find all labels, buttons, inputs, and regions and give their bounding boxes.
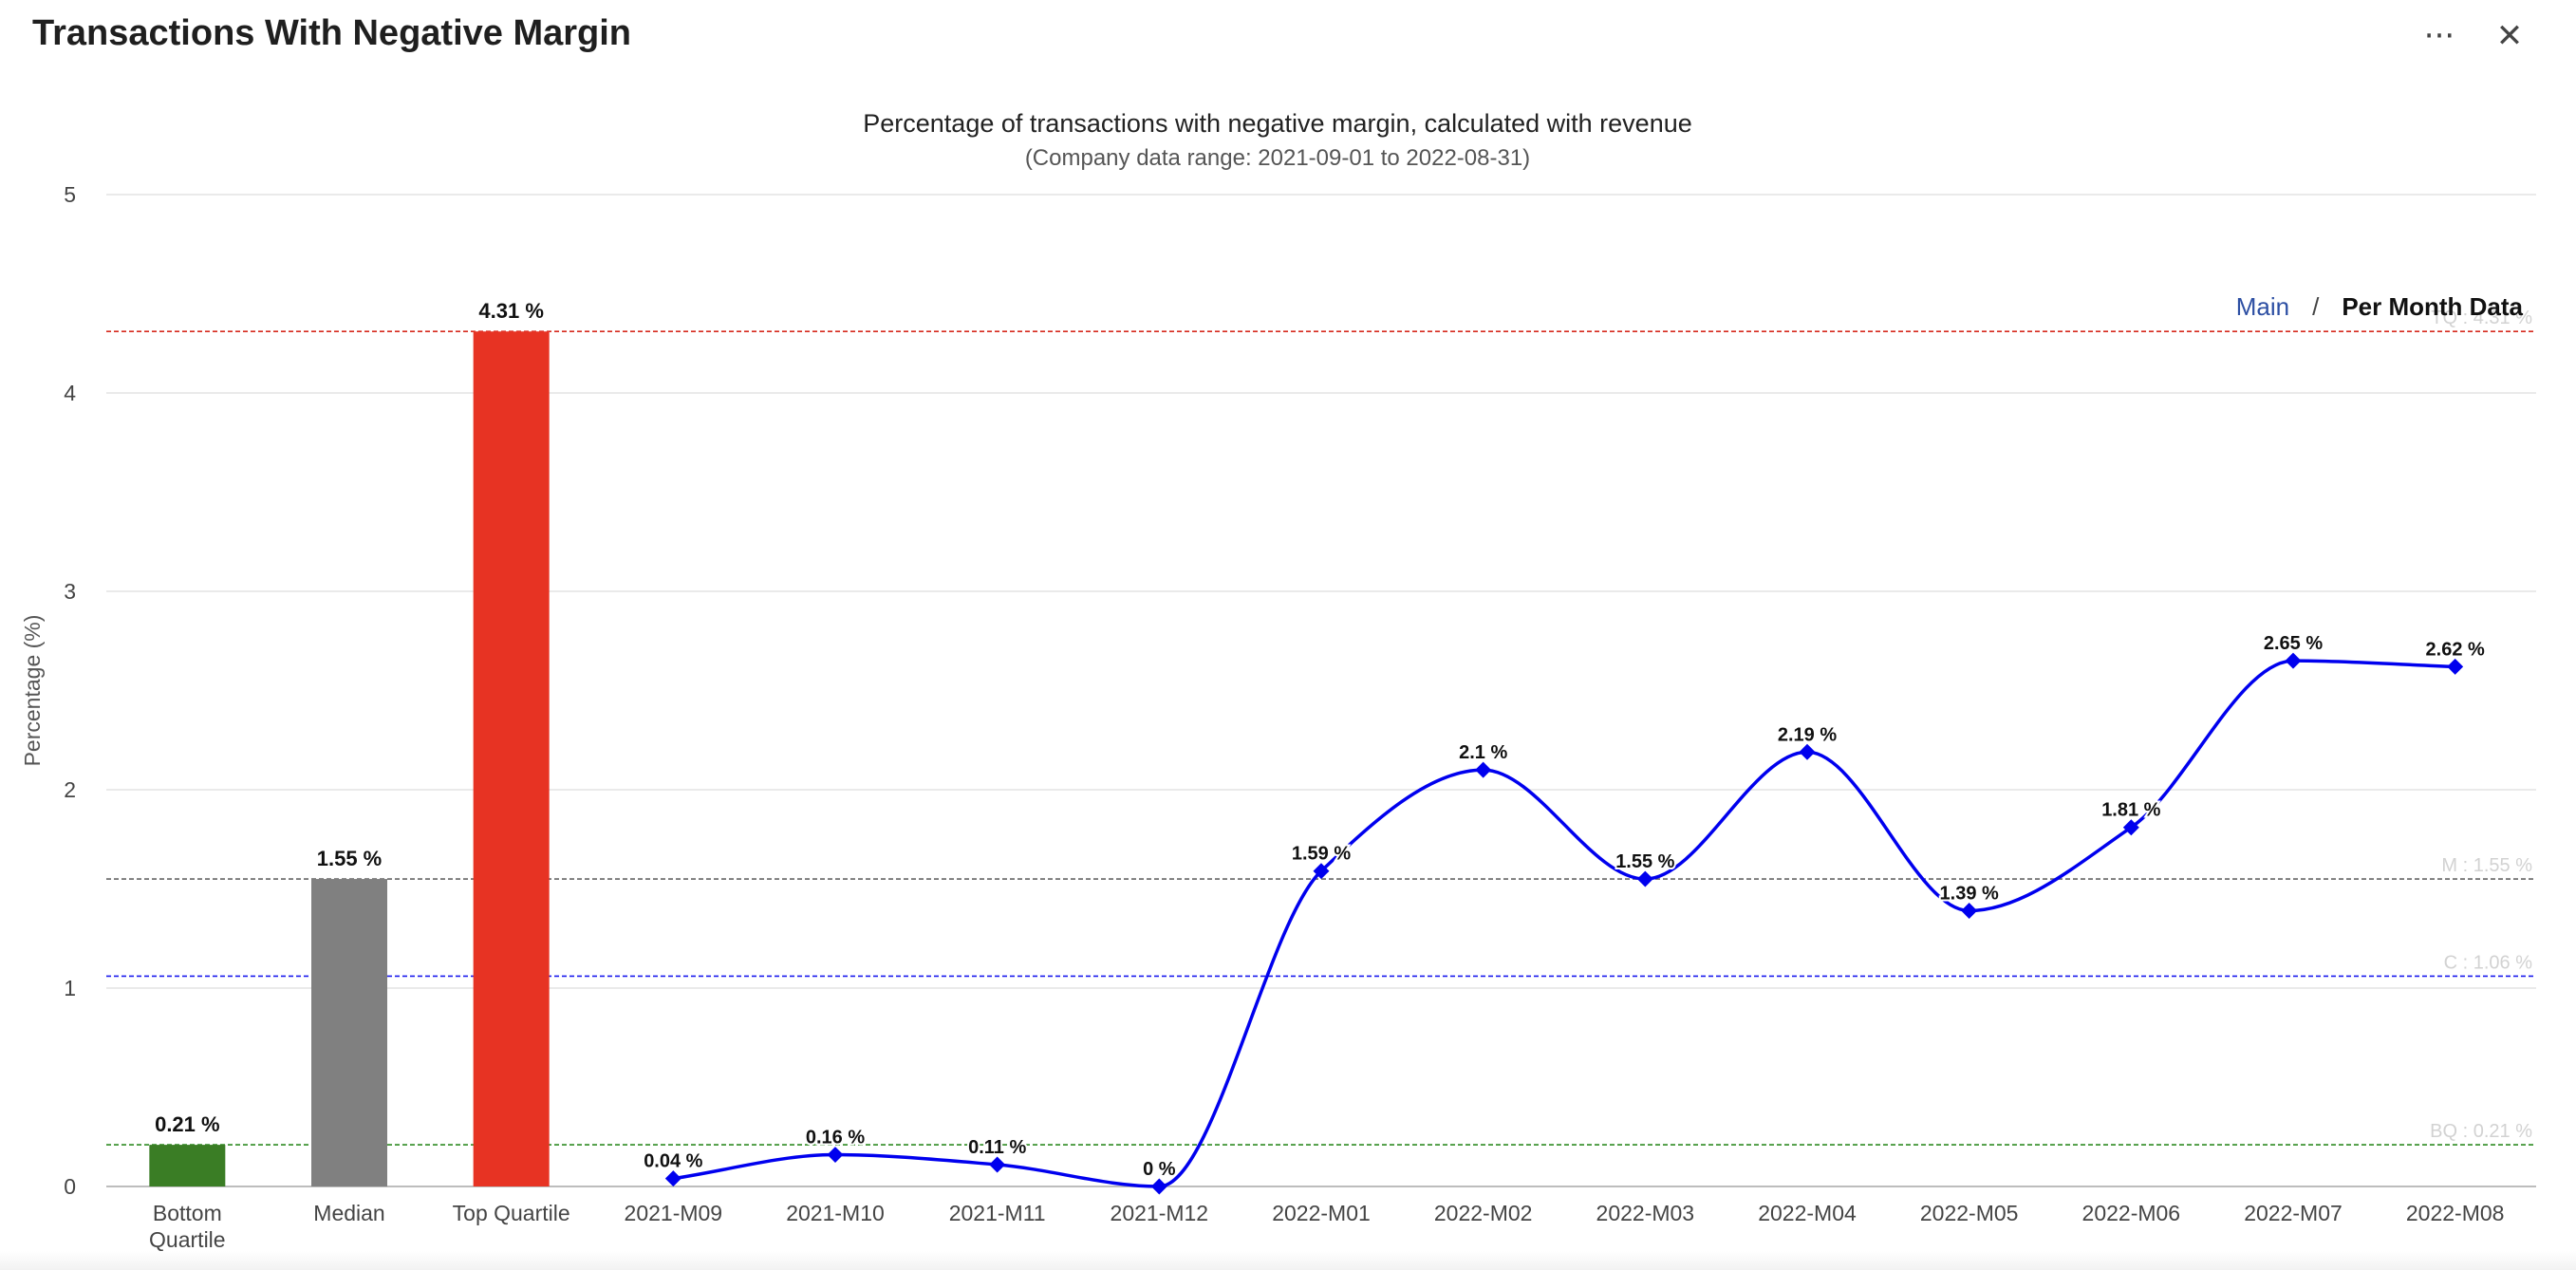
- line-point: [1313, 863, 1330, 880]
- bar: [473, 331, 550, 1187]
- x-tick-label: 2022-M05: [1920, 1201, 2019, 1225]
- line-point: [2122, 819, 2139, 836]
- close-icon: ✕: [2495, 17, 2524, 55]
- bar-value-label: 1.55 %: [317, 847, 383, 870]
- chart-area: Percentage of transactions with negative…: [0, 85, 2576, 1270]
- x-tick-label: 2022-M07: [2244, 1201, 2343, 1225]
- chart-svg: Percentage of transactions with negative…: [20, 109, 2536, 1252]
- per-month-view-link[interactable]: Per Month Data: [2342, 292, 2523, 321]
- reference-line-label: BQ : 0.21 %: [2430, 1121, 2532, 1142]
- x-tick-label: 2021-M12: [1111, 1201, 1209, 1225]
- line-point: [989, 1156, 1006, 1173]
- x-tick-label: 2021-M10: [786, 1201, 885, 1225]
- line-point: [1799, 743, 1816, 760]
- reference-line-label: TQ : 4.31 %: [2431, 308, 2532, 328]
- line-point: [1636, 870, 1653, 887]
- line-point-label: 2.65 %: [2264, 633, 2323, 654]
- line-point-label: 1.39 %: [1940, 883, 1999, 904]
- main-view-link[interactable]: Main: [2235, 292, 2290, 321]
- line-point-label: 0 %: [1143, 1159, 1176, 1180]
- y-tick-label: 1: [64, 976, 76, 1000]
- more-horizontal-icon: ···: [2423, 17, 2455, 55]
- x-tick-label: 2022-M04: [1758, 1201, 1857, 1225]
- line-point: [2447, 658, 2464, 675]
- chart-title: Percentage of transactions with negative…: [863, 109, 1692, 138]
- y-tick-label: 4: [64, 381, 76, 405]
- y-axis-label: Percentage (%): [20, 615, 45, 767]
- x-tick-label: 2022-M06: [2082, 1201, 2181, 1225]
- series-line: [673, 659, 2455, 1188]
- bottom-shadow: [0, 1251, 2576, 1270]
- bar: [311, 879, 387, 1186]
- panel-title: Transactions With Negative Margin: [32, 13, 632, 53]
- line-point-label: 0.11 %: [968, 1137, 1026, 1158]
- x-tick-label: Quartile: [149, 1227, 226, 1252]
- more-options-button[interactable]: ···: [2415, 13, 2464, 59]
- line-point-label: 1.55 %: [1615, 851, 1674, 872]
- x-tick-label: 2022-M02: [1434, 1201, 1533, 1225]
- x-tick-label: Bottom: [153, 1201, 222, 1225]
- x-tick-label: Median: [313, 1201, 384, 1225]
- bar-value-label: 4.31 %: [478, 299, 544, 323]
- line-point-label: 2.19 %: [1778, 724, 1837, 745]
- y-tick-label: 2: [64, 777, 76, 802]
- line-point-label: 1.59 %: [1292, 844, 1351, 865]
- reference-line-label: C : 1.06 %: [2444, 952, 2533, 973]
- line-point-label: 2.1 %: [1459, 742, 1507, 763]
- x-tick-label: 2021-M11: [949, 1201, 1046, 1225]
- line-point: [664, 1170, 681, 1187]
- bar-value-label: 0.21 %: [155, 1112, 220, 1136]
- x-tick-label: 2021-M09: [625, 1201, 723, 1225]
- x-tick-label: 2022-M01: [1272, 1201, 1371, 1225]
- line-point: [1961, 903, 1978, 919]
- line-point: [827, 1147, 844, 1164]
- line-point-label: 2.62 %: [2426, 639, 2485, 660]
- reference-line-label: M : 1.55 %: [2441, 855, 2532, 876]
- line-point-label: 0.16 %: [806, 1128, 865, 1149]
- panel-header: Transactions With Negative Margin ··· ✕: [0, 0, 2576, 76]
- line-point-label: 0.04 %: [644, 1151, 702, 1172]
- y-tick-label: 5: [64, 182, 76, 207]
- close-button[interactable]: ✕: [2485, 13, 2534, 59]
- x-tick-label: 2022-M08: [2406, 1201, 2505, 1225]
- line-point: [1475, 761, 1492, 778]
- view-toggle: Main / Per Month Data: [2236, 292, 2523, 322]
- chart-subtitle: (Company data range: 2021-09-01 to 2022-…: [1025, 145, 1530, 171]
- line-point-label: 1.81 %: [2101, 800, 2160, 821]
- line-point: [2285, 652, 2302, 669]
- x-tick-label: 2022-M03: [1596, 1201, 1695, 1225]
- y-tick-label: 0: [64, 1174, 76, 1199]
- line-point: [1150, 1178, 1167, 1195]
- y-tick-label: 3: [64, 579, 76, 604]
- toggle-separator: /: [2312, 292, 2320, 321]
- x-tick-label: Top Quartile: [453, 1201, 570, 1225]
- bar: [149, 1145, 226, 1186]
